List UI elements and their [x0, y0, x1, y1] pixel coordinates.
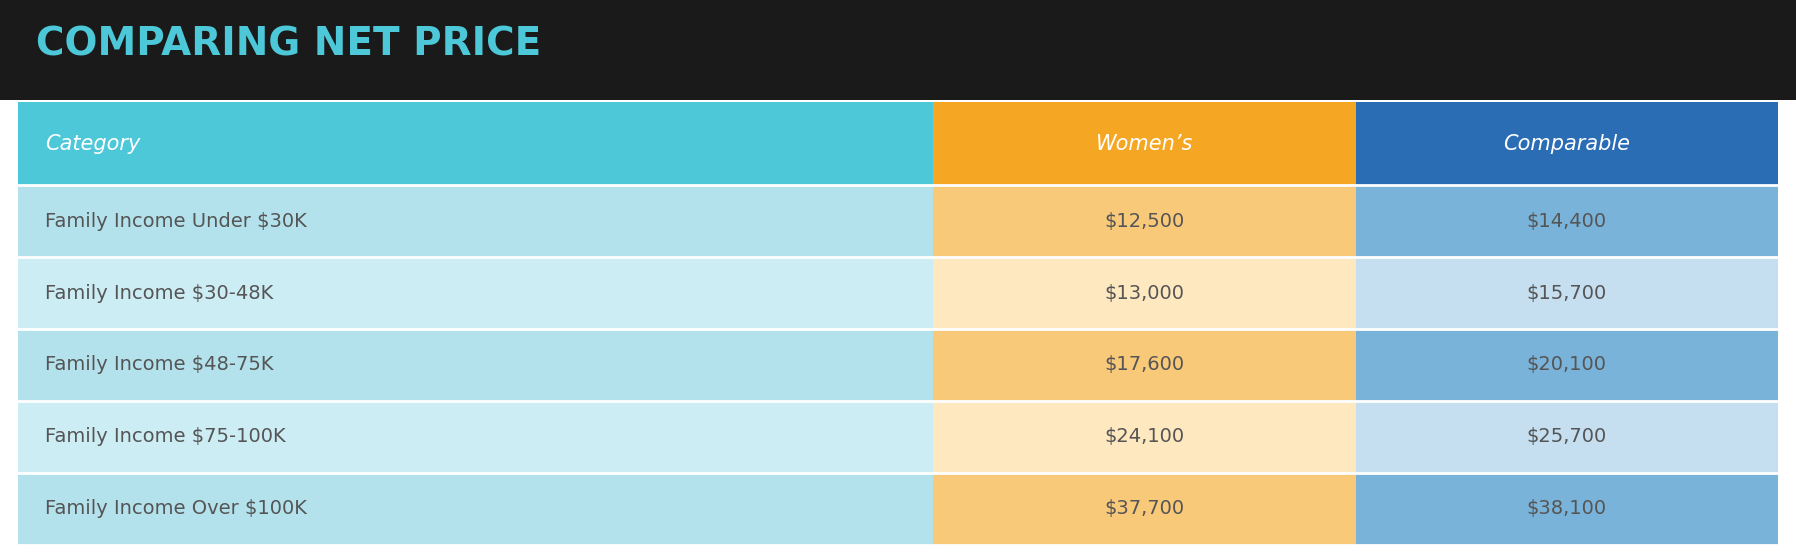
Text: Comparable: Comparable	[1503, 134, 1631, 154]
FancyBboxPatch shape	[18, 185, 934, 257]
Text: $14,400: $14,400	[1527, 212, 1607, 231]
Text: $37,700: $37,700	[1105, 499, 1185, 518]
FancyBboxPatch shape	[18, 401, 934, 473]
Text: $25,700: $25,700	[1527, 427, 1607, 446]
FancyBboxPatch shape	[1356, 185, 1778, 257]
FancyBboxPatch shape	[1356, 102, 1778, 185]
Text: Category: Category	[45, 134, 140, 154]
FancyBboxPatch shape	[18, 257, 934, 329]
FancyBboxPatch shape	[934, 257, 1356, 329]
Text: Family Income $30-48K: Family Income $30-48K	[45, 284, 273, 302]
FancyBboxPatch shape	[934, 185, 1356, 257]
Text: Family Income $75-100K: Family Income $75-100K	[45, 427, 286, 446]
FancyBboxPatch shape	[934, 102, 1356, 185]
Text: Family Income Over $100K: Family Income Over $100K	[45, 499, 307, 518]
FancyBboxPatch shape	[18, 473, 934, 545]
Text: $38,100: $38,100	[1527, 499, 1607, 518]
Text: Family Income $48-75K: Family Income $48-75K	[45, 356, 273, 374]
Text: $20,100: $20,100	[1527, 356, 1607, 374]
Text: $24,100: $24,100	[1105, 427, 1185, 446]
Text: COMPARING NET PRICE: COMPARING NET PRICE	[36, 26, 541, 64]
FancyBboxPatch shape	[1356, 473, 1778, 545]
FancyBboxPatch shape	[934, 329, 1356, 401]
FancyBboxPatch shape	[0, 0, 1796, 100]
FancyBboxPatch shape	[18, 102, 934, 185]
FancyBboxPatch shape	[1356, 401, 1778, 473]
Text: $15,700: $15,700	[1527, 284, 1607, 302]
Text: $13,000: $13,000	[1105, 284, 1184, 302]
FancyBboxPatch shape	[934, 473, 1356, 545]
FancyBboxPatch shape	[934, 401, 1356, 473]
FancyBboxPatch shape	[1356, 257, 1778, 329]
FancyBboxPatch shape	[1356, 329, 1778, 401]
FancyBboxPatch shape	[18, 329, 934, 401]
Text: Family Income Under $30K: Family Income Under $30K	[45, 212, 307, 231]
Text: $17,600: $17,600	[1105, 356, 1185, 374]
Text: $12,500: $12,500	[1105, 212, 1185, 231]
Text: Women’s: Women’s	[1096, 134, 1193, 154]
